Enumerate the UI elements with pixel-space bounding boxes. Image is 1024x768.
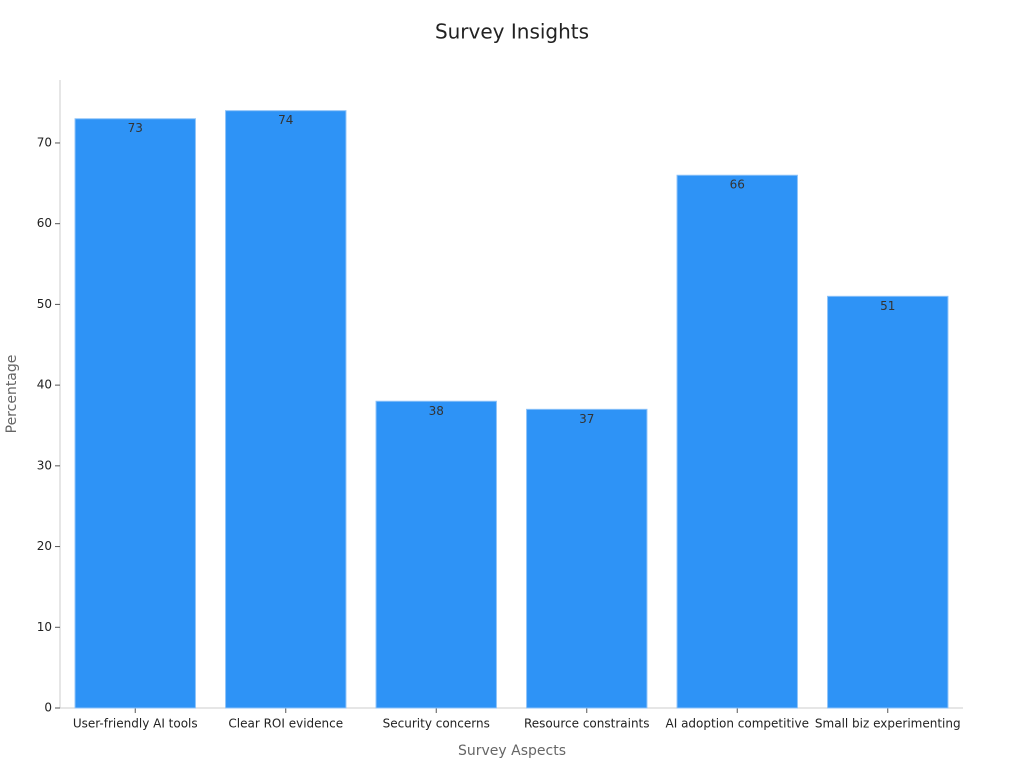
value-label: 73 (128, 121, 143, 135)
y-tick-label: 10 (37, 620, 52, 634)
x-tick-label: User-friendly AI tools (73, 717, 198, 731)
bar (74, 118, 196, 709)
x-tick-label: Small biz experimenting (815, 717, 961, 731)
bar (676, 174, 798, 709)
y-tick-label: 60 (37, 216, 52, 230)
value-label: 66 (730, 178, 745, 192)
bar (526, 408, 648, 709)
y-tick-label: 0 (44, 701, 52, 715)
value-label: 74 (278, 113, 293, 127)
value-label: 37 (579, 412, 594, 426)
x-tick-label: Resource constraints (524, 717, 650, 731)
y-tick-label: 40 (37, 378, 52, 392)
x-tick-label: Clear ROI evidence (228, 717, 343, 731)
y-tick-label: 20 (37, 539, 52, 553)
value-label: 38 (429, 404, 444, 418)
y-tick-label: 70 (37, 135, 52, 149)
y-axis-label: Percentage (4, 355, 20, 434)
x-tick-label: Security concerns (383, 717, 490, 731)
bar (375, 400, 497, 709)
bar (225, 110, 347, 709)
x-axis-label: Survey Aspects (458, 743, 566, 759)
chart-title: Survey Insights (435, 20, 589, 44)
y-tick-label: 30 (37, 458, 52, 472)
y-tick-label: 50 (37, 297, 52, 311)
bar (827, 295, 949, 709)
value-label: 51 (880, 299, 895, 313)
x-tick-label: AI adoption competitive (666, 717, 809, 731)
